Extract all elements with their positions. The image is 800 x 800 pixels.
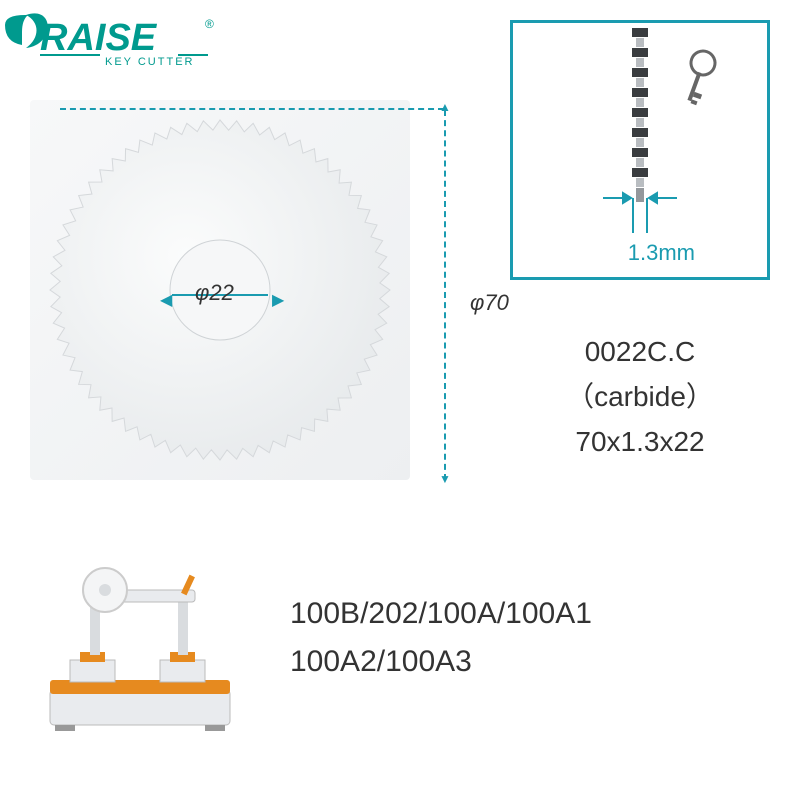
brand-logo: RAISE ® KEY CUTTER <box>0 10 220 80</box>
dim-line-top <box>60 108 444 110</box>
svg-text:RAISE: RAISE <box>40 17 158 59</box>
product-info: 0022C.C （carbide） 70x1.3x22 <box>510 330 770 464</box>
compat-line-1: 100B/202/100A/100A1 <box>290 590 592 638</box>
product-material-text: （carbide） <box>510 375 770 420</box>
compatibility-list: 100B/202/100A/100A1 100A2/100A3 <box>290 590 592 686</box>
svg-text:®: ® <box>205 17 214 31</box>
product-dims-text: 70x1.3x22 <box>510 420 770 465</box>
outer-diameter-label: φ70 <box>470 290 509 316</box>
machine-illustration <box>30 560 250 740</box>
dim-line-right <box>444 110 446 480</box>
dim-arrow-up: ▲ <box>439 100 451 114</box>
svg-text:KEY CUTTER: KEY CUTTER <box>105 56 194 68</box>
compat-line-2: 100A2/100A3 <box>290 638 592 686</box>
thickness-label: 1.3mm <box>628 240 695 266</box>
hole-diameter-label: φ22 <box>195 280 234 306</box>
hole-arrow-left: ◀ <box>160 290 172 310</box>
hole-arrow-right: ▶ <box>272 290 284 310</box>
product-code-text: 0022C.C <box>510 330 770 375</box>
dim-arrow-down: ▼ <box>439 472 451 486</box>
